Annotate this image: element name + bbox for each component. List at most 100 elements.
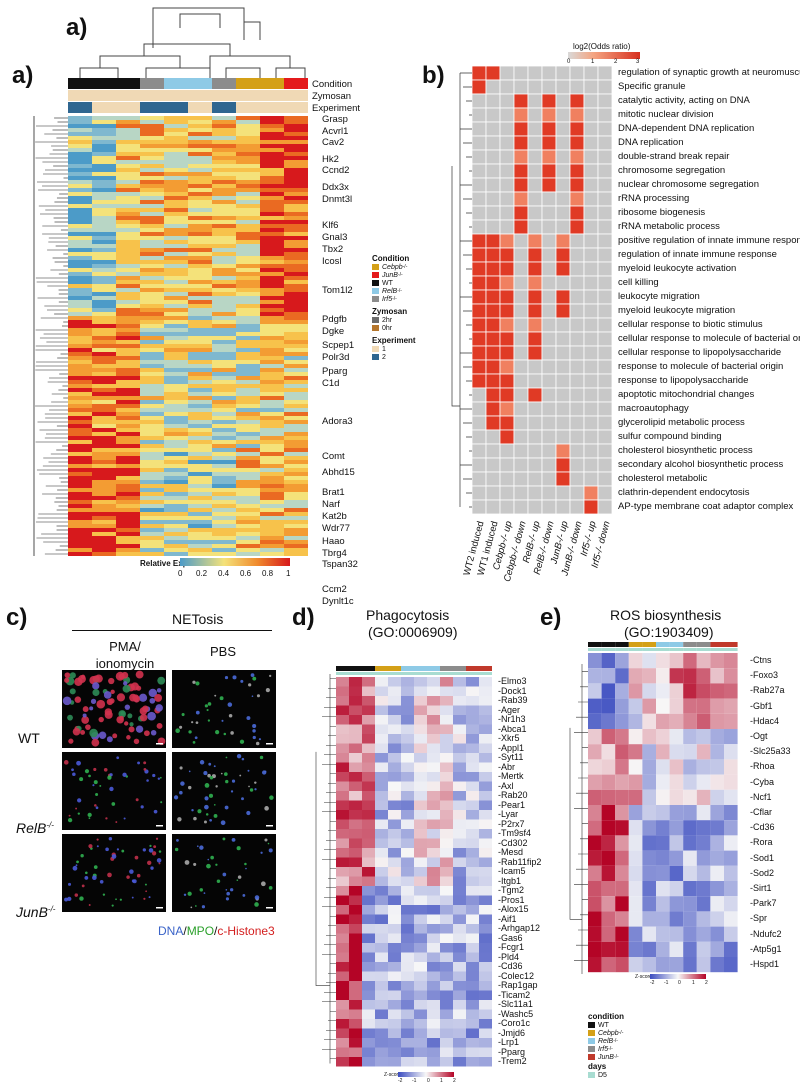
heatmap-cell — [212, 160, 236, 164]
heatmap-cell — [92, 260, 116, 264]
zscore-cell — [642, 941, 656, 957]
heatmap-cell — [92, 264, 116, 268]
scale-bar — [156, 825, 163, 827]
cell-dot — [204, 783, 210, 788]
heatmap-cell — [188, 324, 212, 328]
zscore-cell — [388, 686, 401, 696]
heatmap-cell — [68, 208, 92, 212]
heatmap-cell — [260, 320, 284, 324]
heatmap-cell — [188, 248, 212, 252]
zscore-cell — [362, 905, 375, 915]
heatmap-cell — [68, 468, 92, 472]
heatmap-cell — [68, 116, 92, 120]
zscore-cell — [349, 696, 362, 706]
heatmap-cell — [236, 292, 260, 296]
term-cell — [499, 107, 515, 123]
zscore-cell — [414, 867, 427, 877]
heatmap-cell — [260, 116, 284, 120]
zscore-cell — [724, 881, 738, 897]
heatmap-cell — [116, 220, 140, 224]
heatmap-cell — [92, 356, 116, 360]
heatmap-cell — [68, 244, 92, 248]
zscore-cell — [479, 734, 492, 744]
heatmap-cell — [164, 228, 188, 232]
heatmap-cell — [68, 324, 92, 328]
zscore-cell — [466, 914, 479, 924]
term-cell — [569, 289, 585, 305]
gene-label: Klf6 — [322, 220, 339, 231]
cell-dot — [192, 680, 196, 684]
heatmap-cell — [116, 176, 140, 180]
cell-dot — [201, 905, 206, 909]
heatmap-cell — [140, 480, 164, 484]
zscore-cell — [642, 926, 656, 942]
heatmap-cell — [260, 376, 284, 380]
heatmap-cell — [140, 484, 164, 488]
legend-sup: -/- — [402, 264, 408, 270]
heatmap-cell — [260, 224, 284, 228]
zscore-cell — [388, 705, 401, 715]
zscore-cell — [642, 729, 656, 745]
gene-label: -Colec12 — [498, 970, 535, 981]
zscore-cell — [362, 962, 375, 972]
heatmap-cell — [212, 256, 236, 260]
heatmap-cell — [164, 400, 188, 404]
heatmap-cell — [188, 380, 212, 384]
zscore-cell — [414, 952, 427, 962]
heatmap-cell — [284, 404, 308, 408]
heatmap-cell — [260, 544, 284, 548]
term-cell — [555, 429, 571, 445]
heatmap-cell — [260, 492, 284, 496]
heatmap-cell — [260, 268, 284, 272]
term-cell — [472, 163, 487, 179]
term-cell — [541, 107, 557, 123]
zscore-cell — [375, 952, 388, 962]
zscore-cell — [427, 734, 440, 744]
term-cell — [513, 205, 529, 221]
term-cell — [513, 66, 529, 81]
heatmap-cell — [92, 232, 116, 236]
cell-dot — [67, 882, 72, 886]
term-cell — [583, 261, 599, 277]
zscore-cell — [588, 957, 602, 973]
heatmap-cell — [140, 356, 164, 360]
term-cell — [527, 66, 543, 81]
heatmap-cell — [92, 352, 116, 356]
heatmap-cell — [92, 504, 116, 508]
cell-dot — [195, 681, 200, 686]
zscore-cell — [628, 835, 643, 851]
heatmap-cell — [260, 304, 284, 308]
zscore-cell — [414, 800, 427, 810]
cell-dot — [80, 674, 86, 680]
term-cell — [555, 191, 571, 207]
heatmap-cell — [212, 268, 236, 272]
heatmap-cell — [284, 376, 308, 380]
caption-dna: DNA — [158, 924, 184, 938]
term-cell — [583, 401, 599, 417]
panel-d-row-dendrogram — [315, 674, 336, 1064]
zscore-cell — [615, 653, 629, 669]
heatmap-cell — [140, 408, 164, 412]
zscore-cell — [669, 805, 684, 821]
cell-dot — [122, 684, 131, 693]
zscore-cell — [440, 1009, 453, 1019]
zymosan-cell — [212, 90, 236, 101]
term-cell — [472, 387, 487, 403]
cell-dot — [244, 862, 247, 866]
heatmap-cell — [68, 380, 92, 384]
cell-dot — [74, 696, 82, 703]
heatmap-cell — [260, 284, 284, 288]
heatmap-cell — [116, 236, 140, 240]
heatmap-cell — [68, 440, 92, 444]
cell-dot — [267, 842, 270, 845]
cell-dot — [63, 760, 69, 765]
heatmap-cell — [212, 120, 236, 124]
term-cell — [555, 233, 571, 249]
heatmap-cell — [92, 500, 116, 504]
heatmap-cell — [188, 164, 212, 168]
zscore-cell — [336, 1057, 349, 1067]
heatmap-cell — [164, 536, 188, 540]
zscore-cell — [362, 715, 375, 725]
heatmap-cell — [140, 428, 164, 432]
zscore-cell — [588, 805, 602, 821]
